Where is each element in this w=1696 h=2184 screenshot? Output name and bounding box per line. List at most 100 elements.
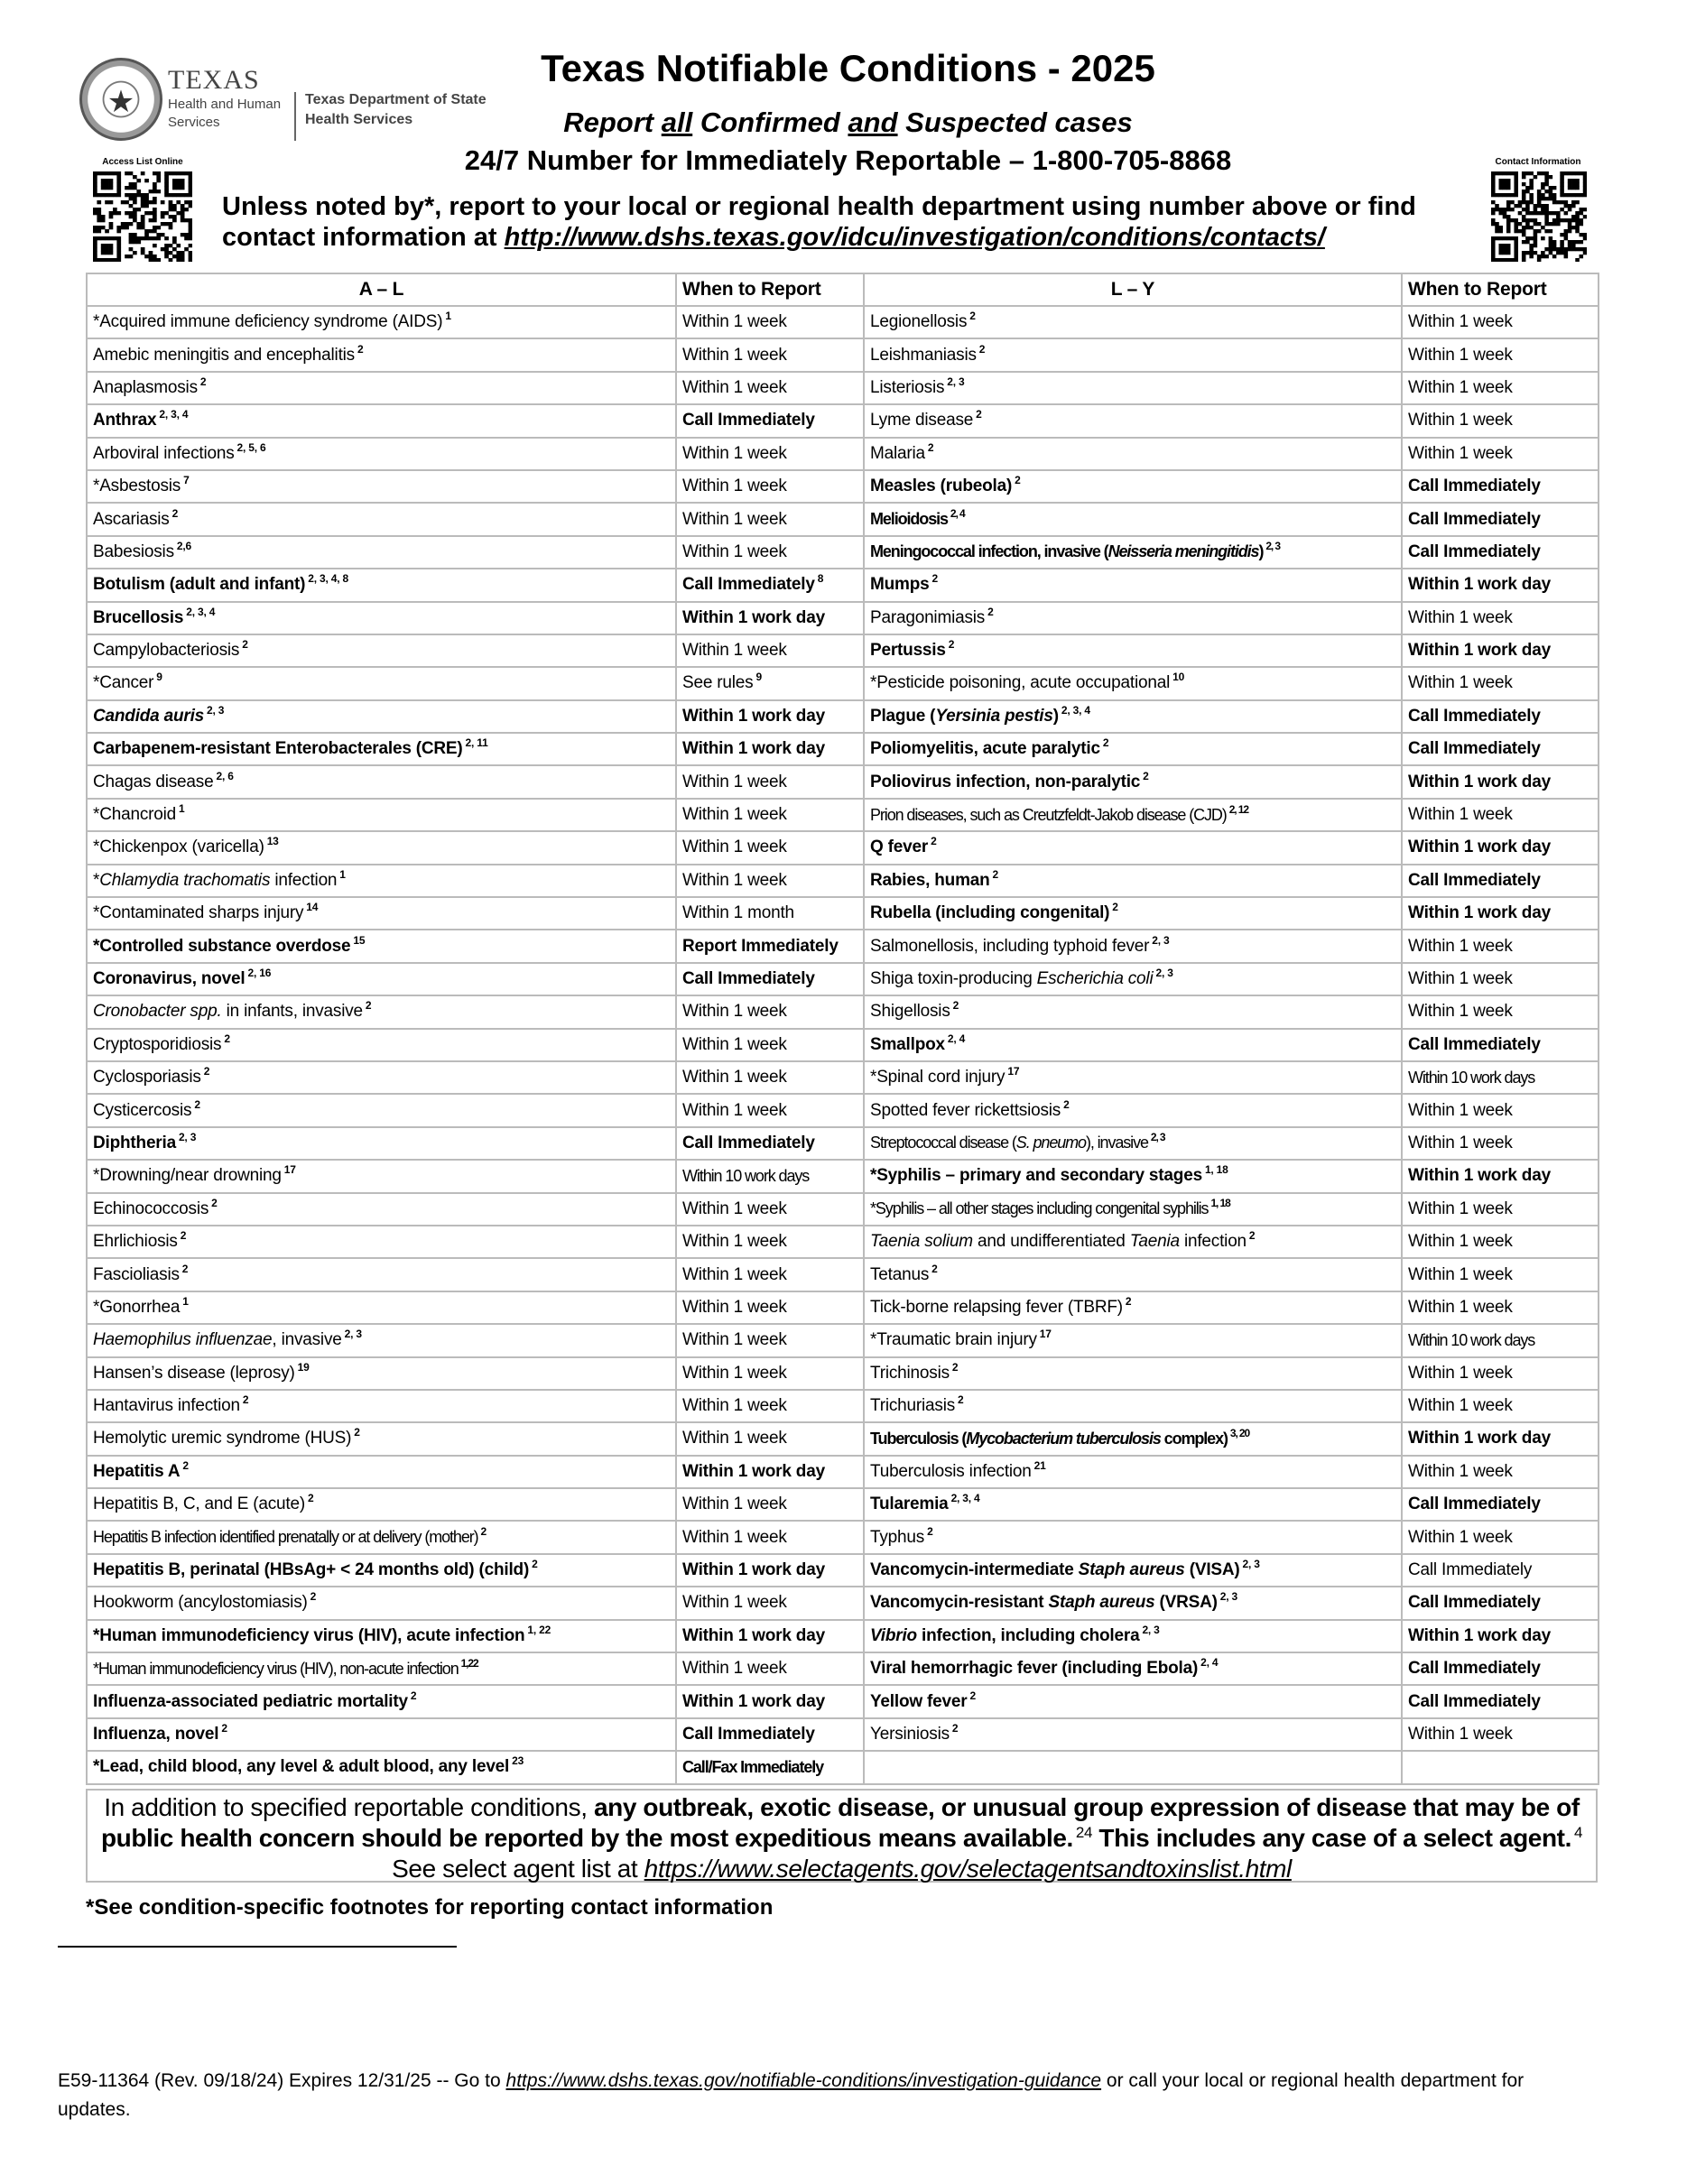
condition-name-text: Smallpox <box>870 1034 945 1054</box>
condition-name: Trichuriasis 2 <box>863 1388 1403 1424</box>
when-to-report: Within 1 week <box>675 633 865 669</box>
table-row: *Lead, child blood, any level & adult bl… <box>86 1750 1599 1785</box>
condition-name-text: *Chancroid <box>93 805 176 825</box>
condition-name-italic: Haemophilus influenzae <box>93 1330 273 1350</box>
condition-name-text: infection, including cholera <box>916 1625 1140 1645</box>
when-to-report: Call/Fax Immediately <box>675 1750 865 1785</box>
condition-name-text: *Cancer <box>93 673 154 693</box>
condition-name: Hepatitis B, C, and E (acute) 2 <box>86 1487 677 1522</box>
when-text: Within 1 week <box>682 443 787 463</box>
footnote-ref: 2 <box>931 1262 938 1275</box>
when-to-report: Within 10 work days <box>675 1159 865 1194</box>
when-to-report: Within 1 week <box>1401 995 1599 1030</box>
guidance-link[interactable]: https://www.dshs.texas.gov/notifiable-co… <box>505 2070 1102 2091</box>
contacts-link[interactable]: http://www.dshs.texas.gov/idcu/investiga… <box>504 223 1325 252</box>
when-text: Within 1 week <box>682 1659 787 1679</box>
when-text: Within 1 week <box>1408 607 1513 627</box>
table-row: Campylobacteriosis 2 Within 1 week Pertussi… <box>86 633 1599 669</box>
when-to-report: Call Immediately <box>1401 1487 1599 1522</box>
condition-name: Hantavirus infection 2 <box>86 1388 677 1424</box>
condition-name: Salmonellosis, including typhoid fever 2,… <box>863 929 1403 964</box>
condition-name: Hookworm (ancylostomiasis) 2 <box>86 1586 677 1621</box>
table-row: Cryptosporidiosis 2 Within 1 week Smallpox 2… <box>86 1027 1599 1062</box>
footnote-ref: 2, 3 <box>1265 540 1281 553</box>
when-to-report: Within 1 week <box>675 1290 865 1326</box>
condition-name-text: complex) <box>1160 1429 1228 1448</box>
condition-name-italic: Yersinia pestis <box>935 706 1053 726</box>
footnote-ref: 2, 3, 4 <box>1061 703 1090 717</box>
subtitle: Report all Confirmed and Suspected cases <box>0 106 1696 139</box>
footnote-ref: 2 <box>958 1393 964 1407</box>
select-agent-link[interactable]: https://www.selectagents.gov/selectagent… <box>644 1855 1293 1883</box>
condition-name-text: *Asbestosis <box>93 477 181 496</box>
when-to-report: Within 1 week <box>675 1421 865 1457</box>
footnote-ref: 17 <box>1007 1065 1020 1078</box>
qr-code-contact-info[interactable] <box>1491 171 1587 262</box>
footnote-ref: 2 <box>365 999 372 1013</box>
condition-name: Taenia solium and undifferentiated Taeni… <box>863 1224 1403 1260</box>
footnote-ref: 7 <box>183 474 190 487</box>
condition-name-text: Hepatitis B, C, and E (acute) <box>93 1495 305 1514</box>
footnote-ref: 2 <box>357 342 364 356</box>
table-row: *Human immunodeficiency virus (HIV), non… <box>86 1652 1599 1687</box>
condition-name: Tick-borne relapsing fever (TBRF) 2 <box>863 1290 1403 1326</box>
footnote-ref: 2, 4 <box>950 507 966 521</box>
condition-name: Paragonimiasis 2 <box>863 600 1403 635</box>
condition-name: *Spinal cord injury 17 <box>863 1060 1403 1096</box>
logo-divider <box>294 92 296 141</box>
qr-code-access-list[interactable] <box>93 171 192 262</box>
footnote-ref: 2 <box>194 1097 200 1111</box>
condition-name-text: Vancomycin-resistant <box>870 1593 1049 1613</box>
when-to-report: Call Immediately <box>675 1125 865 1161</box>
when-to-report: Within 1 week <box>675 1388 865 1424</box>
when-text: Within 1 week <box>682 1034 787 1054</box>
condition-name-text: Leishmaniasis <box>870 345 977 365</box>
when-text: Within 1 week <box>682 1297 787 1317</box>
when-to-report: Call Immediately <box>1401 1684 1599 1719</box>
footer-text: E59-11364 (Rev. 09/18/24) Expires 12/31/… <box>58 2070 506 2091</box>
condition-name-text: Legionellosis <box>870 312 968 332</box>
when-text: Within 1 work day <box>1408 641 1551 661</box>
condition-name: Listeriosis 2, 3 <box>863 370 1403 406</box>
footnote-ref: 2 <box>931 835 937 848</box>
condition-name: Poliomyelitis, acute paralytic 2 <box>863 732 1403 767</box>
condition-name: Vancomycin-intermediate Staph aureus (VI… <box>863 1552 1403 1588</box>
condition-name-text: Amebic meningitis and encephalitis <box>93 345 355 365</box>
condition-name: Smallpox 2, 4 <box>863 1027 1403 1062</box>
when-to-report: Within 1 week <box>675 1257 865 1292</box>
footnote-ref: 2 <box>931 572 939 586</box>
condition-name: Pertussis 2 <box>863 633 1403 669</box>
condition-name-text: Anthrax <box>93 411 157 430</box>
footnote-ref: 2 <box>211 1196 218 1209</box>
condition-name-text: Influenza-associated pediatric mortality <box>93 1691 408 1711</box>
condition-name-text: Echinococcosis <box>93 1198 209 1218</box>
table-row: Anthrax 2, 3, 4 Call Immediately Lyme disea… <box>86 403 1599 439</box>
condition-name-text: Arboviral infections <box>93 443 235 463</box>
condition-name-text: Tuberculosis ( <box>870 1429 967 1448</box>
footer-text: or call your local or regional health de… <box>58 2070 1525 2120</box>
footnote-ref: 2, 16 <box>247 967 272 979</box>
when-to-report: Within 1 week <box>675 1487 865 1522</box>
footnote-ref: 2, 5, 6 <box>236 440 266 454</box>
when-text: Within 1 work day <box>682 706 825 726</box>
when-to-report: Within 1 work day <box>675 1454 865 1490</box>
footnote-ref: 2 <box>310 1590 317 1604</box>
condition-name: Yellow fever 2 <box>863 1684 1403 1719</box>
footnote-ref: 1 <box>179 802 185 816</box>
condition-name: Cronobacter spp. in infants, invasive 2 <box>86 995 677 1030</box>
condition-name-text: Brucellosis <box>93 607 184 627</box>
when-to-report: Call Immediately <box>1401 502 1599 537</box>
when-text: Within 1 week <box>682 1363 787 1383</box>
footnote-ref: 2 <box>532 1558 538 1571</box>
condition-name-text: *Contaminated sharps injury <box>93 903 304 923</box>
when-to-report: Call Immediately <box>1401 1586 1599 1621</box>
footnote-ref: 2, 3 <box>344 1328 362 1341</box>
footnote-ref: 2 <box>203 1065 210 1078</box>
when-to-report: Within 1 week <box>675 1323 865 1358</box>
condition-name: Measles (rubeola) 2 <box>863 468 1403 504</box>
condition-name: Tuberculosis infection 21 <box>863 1454 1403 1490</box>
page-footer: E59-11364 (Rev. 09/18/24) Expires 12/31/… <box>58 2067 1592 2124</box>
when-to-report: Within 10 work days <box>1401 1323 1599 1358</box>
condition-name: Lyme disease 2 <box>863 403 1403 439</box>
condition-name: Echinococcosis 2 <box>86 1191 677 1226</box>
